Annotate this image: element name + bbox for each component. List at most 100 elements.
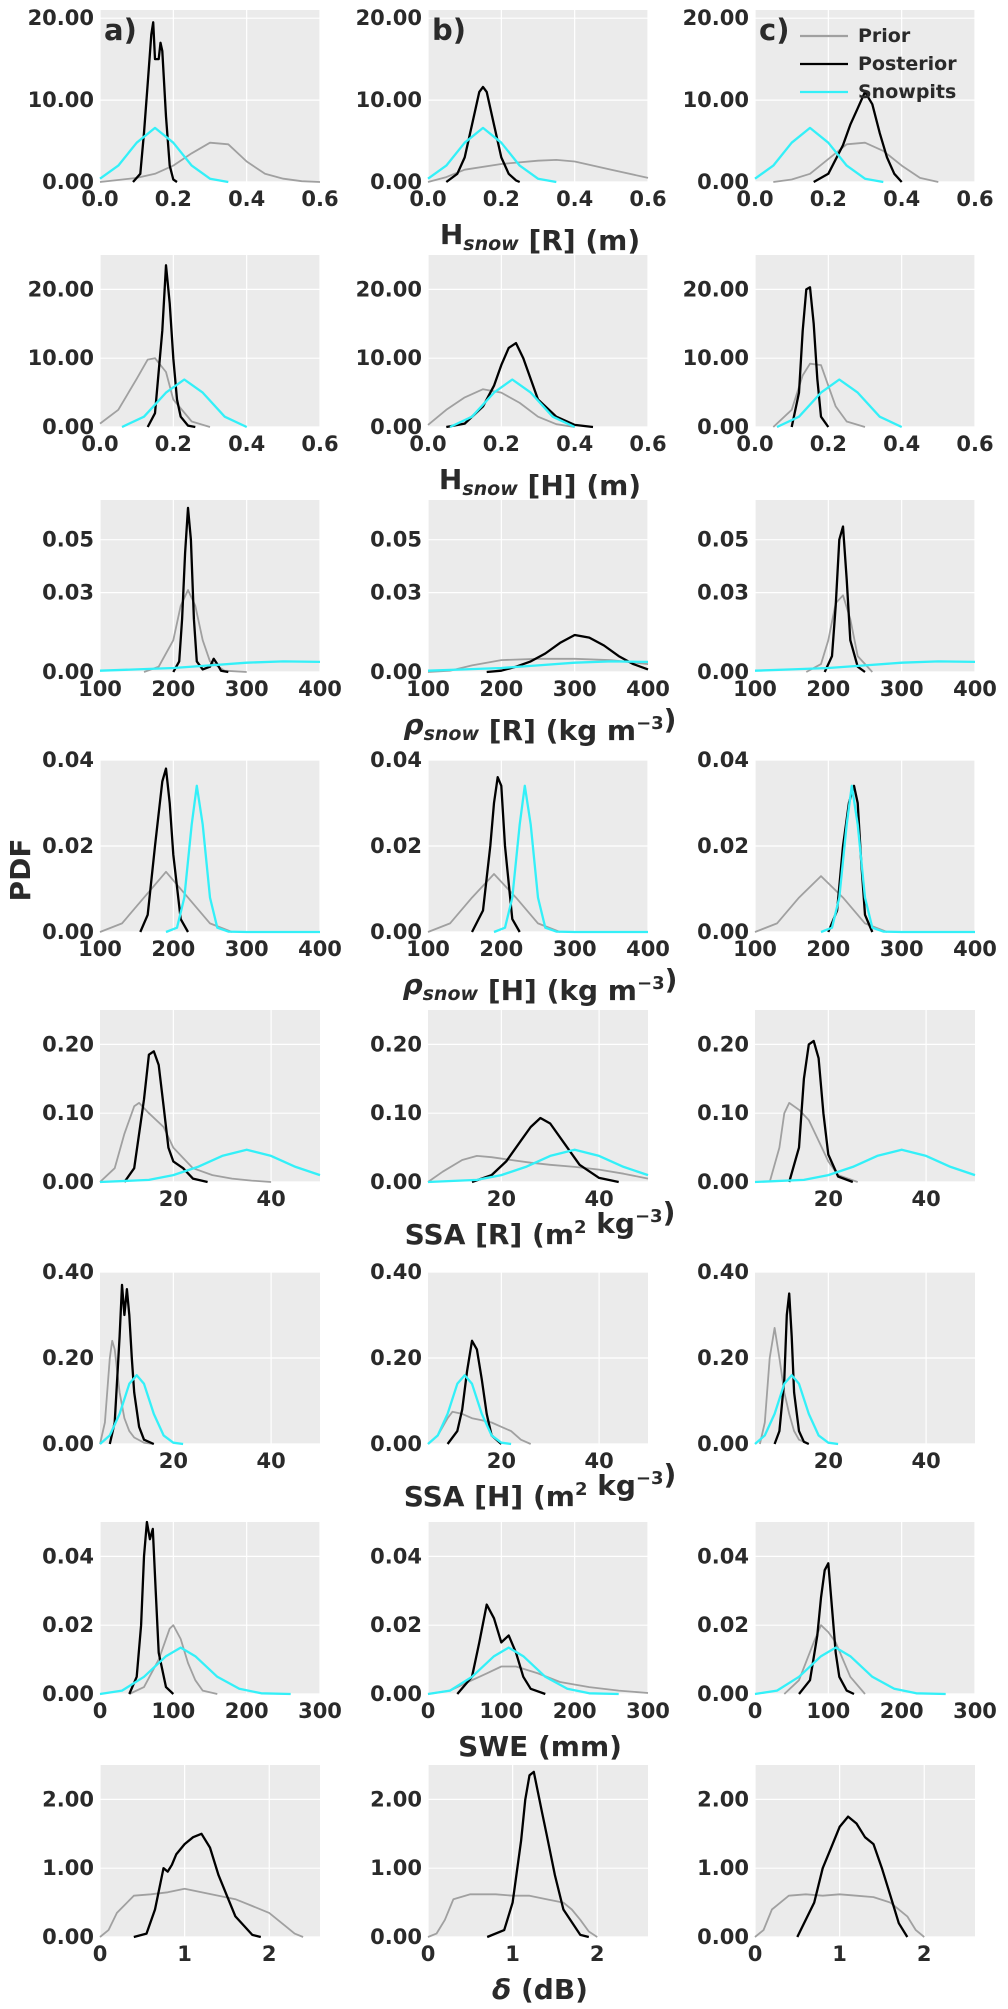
series-line-prior [99, 141, 321, 183]
series-line-prior [754, 875, 888, 933]
x-tick-label: 300 [553, 937, 597, 961]
legend: Prior Posterior Snowpits [800, 25, 957, 103]
series-line-snowpits [427, 126, 557, 184]
x-tick-label: 0.0 [409, 432, 446, 456]
panel-r2-c1: 0.0 0.2 0.4 0.6 0.00 10.00 20.00 [28, 255, 339, 456]
x-tick-label: 2 [262, 1942, 277, 1966]
y-tick-label: 0.40 [370, 1260, 422, 1284]
x-tick-label: 100 [733, 677, 777, 701]
x-axis-label: Hsnow [R] (m) [440, 218, 640, 257]
plot-area [428, 500, 648, 672]
y-tick-label: 0.04 [42, 1544, 94, 1568]
y-tick-label: 0.02 [370, 1613, 422, 1637]
series-line-snowpits [99, 1148, 321, 1184]
plot-area [428, 1522, 648, 1694]
series-line-snowpits [754, 126, 884, 184]
x-tick-label: 400 [953, 677, 997, 701]
series-line-snowpits [754, 1148, 976, 1184]
y-tick-label: 0.00 [370, 920, 422, 944]
x-tick-label: 0.4 [883, 187, 920, 211]
y-tick-label: 0.00 [697, 415, 749, 439]
x-tick-label: 20 [814, 1187, 843, 1211]
x-tick-label: 100 [479, 1699, 523, 1723]
x-tick-label: 0.0 [81, 432, 118, 456]
x-tick-label: 0.6 [301, 187, 338, 211]
series-line-snowpits [820, 784, 975, 934]
x-tick-label: 0.0 [409, 187, 446, 211]
x-tick-label: 0.0 [81, 187, 118, 211]
series-line-posterior [790, 286, 830, 428]
panel-r8-c3: 0 1 2 0.00 1.00 2.00 [697, 1765, 975, 1966]
x-tick-label: 0.4 [883, 432, 920, 456]
x-tick-label: 0.6 [956, 187, 993, 211]
x-tick-label: 0.2 [483, 432, 520, 456]
panel-r8-c1: 0 1 2 0.00 1.00 2.00 [42, 1765, 320, 1966]
x-tick-label: 300 [626, 1699, 670, 1723]
x-tick-label: 0.0 [736, 432, 773, 456]
series-line-posterior [146, 264, 196, 429]
series-line-snowpits [754, 1646, 946, 1696]
y-tick-label: 0.00 [370, 1432, 422, 1456]
y-tick-label: 0.02 [42, 834, 94, 858]
panel-r4-c1: 100 200 300 400 0.00 0.02 0.04 [42, 748, 342, 961]
y-tick-label: 20.00 [683, 277, 749, 301]
series-line-posterior [788, 1039, 854, 1184]
series-line-prior [805, 594, 873, 673]
panel-r7-c3: 0 100 200 300 0.00 0.02 0.04 [697, 1522, 997, 1723]
plot-area [100, 1010, 320, 1182]
series-line-prior [99, 1102, 272, 1183]
panel-r4-c3: 100 200 300 400 0.00 0.02 0.04 [697, 748, 997, 961]
series-line-prior [427, 1155, 649, 1183]
x-tick-label: 40 [584, 1449, 613, 1473]
x-tick-label: 400 [298, 937, 342, 961]
x-tick-label: 0.6 [629, 432, 666, 456]
series-line-snowpits [121, 378, 248, 429]
x-tick-label: 1 [177, 1942, 192, 1966]
panel-r3-c3: 100 200 300 400 0.00 0.03 0.05 [697, 500, 997, 701]
series-line-prior [128, 1624, 218, 1695]
panel-r7-c2: 0 100 200 300 0.00 0.02 0.04 [370, 1522, 670, 1723]
x-tick-label: 20 [814, 1449, 843, 1473]
panel-r4-c2: 100 200 300 400 0.00 0.02 0.04 [370, 748, 670, 961]
x-tick-label: 300 [880, 937, 924, 961]
panel-r3-c2: 100 200 300 400 0.00 0.03 0.05 [370, 500, 670, 701]
x-tick-label: 0 [748, 1942, 763, 1966]
x-tick-label: 100 [151, 1699, 195, 1723]
x-axis-label: SSA [R] (m2 kg−3) [405, 1196, 676, 1251]
plot-area [100, 10, 320, 182]
x-tick-label: 400 [626, 937, 670, 961]
y-tick-label: 0.00 [697, 920, 749, 944]
x-tick-label: 0.4 [228, 187, 265, 211]
legend-label-snowpits: Snowpits [858, 81, 956, 103]
y-tick-label: 0.05 [697, 528, 749, 552]
x-tick-label: 2 [590, 1942, 605, 1966]
y-tick-label: 20.00 [356, 277, 422, 301]
series-line-prior [427, 873, 561, 933]
x-tick-label: 40 [584, 1187, 613, 1211]
y-axis-label: PDF [4, 839, 37, 902]
x-axis-label: ρsnow [H] (kg m−3) [403, 963, 678, 1007]
y-tick-label: 0.10 [370, 1101, 422, 1125]
y-tick-label: 1.00 [697, 1856, 749, 1880]
x-tick-label: 0 [93, 1942, 108, 1966]
series-line-prior [759, 1327, 810, 1445]
x-axis-label: δ (dB) [492, 1973, 588, 2006]
x-tick-label: 0.2 [810, 432, 847, 456]
series-line-prior [99, 1887, 304, 1938]
y-tick-label: 0.00 [697, 660, 749, 684]
series-line-prior [427, 1410, 532, 1445]
y-tick-label: 1.00 [42, 1856, 94, 1880]
y-tick-label: 0.04 [697, 1544, 749, 1568]
series-line-prior [783, 1624, 866, 1695]
panel-r1-c3: 0.0 0.2 0.4 0.6 0.00 10.00 20.00 c) [683, 6, 994, 211]
y-tick-label: 0.20 [42, 1032, 94, 1056]
y-tick-label: 0.04 [370, 748, 422, 772]
panel-r2-c3: 0.0 0.2 0.4 0.6 0.00 10.00 20.00 [683, 255, 994, 456]
x-tick-label: 0 [421, 1942, 436, 1966]
plot-area [755, 1010, 975, 1182]
y-tick-label: 20.00 [28, 6, 94, 30]
y-tick-label: 20.00 [356, 6, 422, 30]
series-line-snowpits [165, 784, 320, 934]
x-tick-label: 200 [880, 1699, 924, 1723]
panel-r5-c1: 20 40 0.00 0.10 0.20 [42, 1010, 321, 1211]
